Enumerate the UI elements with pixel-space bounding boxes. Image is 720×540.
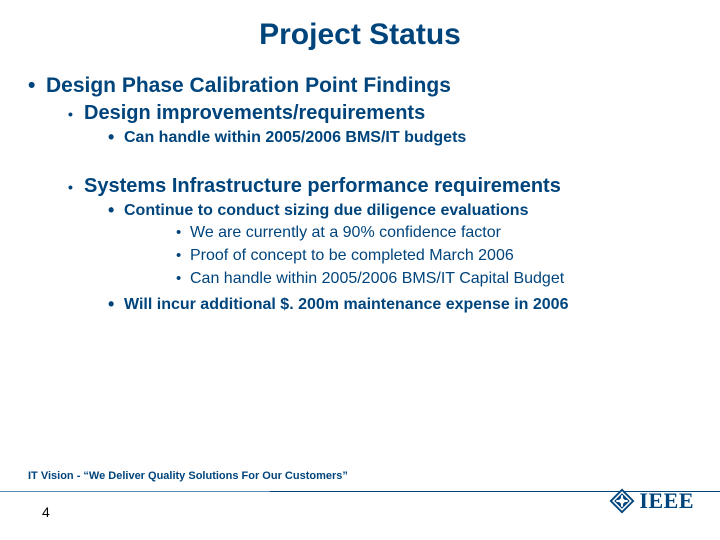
bullet-l2: Systems Infrastructure performance requi… [68, 175, 692, 316]
bullet-l4-text: Proof of concept to be completed March 2… [190, 247, 514, 264]
page-number: 4 [42, 504, 50, 520]
bullet-l4-text: Can handle within 2005/2006 BMS/IT Capit… [190, 270, 564, 287]
bullet-l4-text: We are currently at a 90% confidence fac… [190, 224, 501, 241]
bullet-l1-text: Design Phase Calibration Point Findings [46, 74, 451, 97]
slide: Project Status Design Phase Calibration … [0, 0, 720, 540]
bullet-l4: Can handle within 2005/2006 BMS/IT Capit… [176, 269, 692, 290]
bullet-l3-text: Continue to conduct sizing due diligence… [124, 202, 528, 219]
bullet-l4: Proof of concept to be completed March 2… [176, 246, 692, 267]
bullet-l3: Can handle within 2005/2006 BMS/IT budge… [108, 127, 692, 149]
bullet-l1: Design Phase Calibration Point Findings … [28, 74, 692, 315]
bullet-list: Design Phase Calibration Point Findings … [28, 74, 692, 315]
ieee-logo: IEEE [609, 488, 694, 514]
bullet-l3: Continue to conduct sizing due diligence… [108, 200, 692, 290]
slide-title: Project Status [28, 18, 692, 52]
bullet-l4: We are currently at a 90% confidence fac… [176, 223, 692, 244]
bullet-l2-text: Systems Infrastructure performance requi… [84, 175, 561, 197]
footer-tagline: IT Vision - “We Deliver Quality Solution… [28, 470, 348, 482]
bullet-l3: Will incur additional $. 200m maintenanc… [108, 294, 692, 316]
bullet-l2-text: Design improvements/requirements [84, 102, 425, 124]
bullet-l3-text: Will incur additional $. 200m maintenanc… [124, 296, 568, 313]
ieee-diamond-icon [609, 488, 635, 514]
bullet-l3-text: Can handle within 2005/2006 BMS/IT budge… [124, 129, 466, 146]
ieee-logo-text: IEEE [639, 488, 694, 514]
bullet-l2: Design improvements/requirements Can han… [68, 102, 692, 149]
